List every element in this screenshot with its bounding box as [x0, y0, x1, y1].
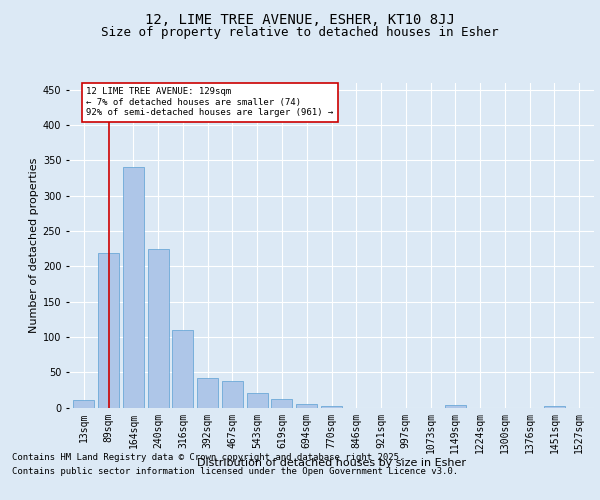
Bar	[148, 248, 169, 408]
Bar	[197, 378, 218, 408]
Bar	[296, 404, 317, 407]
Bar	[247, 394, 268, 407]
Bar	[98, 254, 119, 408]
X-axis label: Distribution of detached houses by size in Esher: Distribution of detached houses by size …	[197, 458, 466, 468]
Text: 12, LIME TREE AVENUE, ESHER, KT10 8JJ: 12, LIME TREE AVENUE, ESHER, KT10 8JJ	[145, 12, 455, 26]
Bar	[321, 406, 342, 407]
Text: Contains public sector information licensed under the Open Government Licence v3: Contains public sector information licen…	[12, 467, 458, 476]
Text: 12 LIME TREE AVENUE: 129sqm
← 7% of detached houses are smaller (74)
92% of semi: 12 LIME TREE AVENUE: 129sqm ← 7% of deta…	[86, 88, 334, 117]
Bar	[172, 330, 193, 407]
Bar	[73, 400, 94, 407]
Bar	[271, 399, 292, 407]
Bar	[222, 380, 243, 407]
Bar	[445, 406, 466, 407]
Y-axis label: Number of detached properties: Number of detached properties	[29, 158, 38, 332]
Text: Contains HM Land Registry data © Crown copyright and database right 2025.: Contains HM Land Registry data © Crown c…	[12, 454, 404, 462]
Text: Size of property relative to detached houses in Esher: Size of property relative to detached ho…	[101, 26, 499, 39]
Bar	[544, 406, 565, 407]
Bar	[123, 168, 144, 408]
